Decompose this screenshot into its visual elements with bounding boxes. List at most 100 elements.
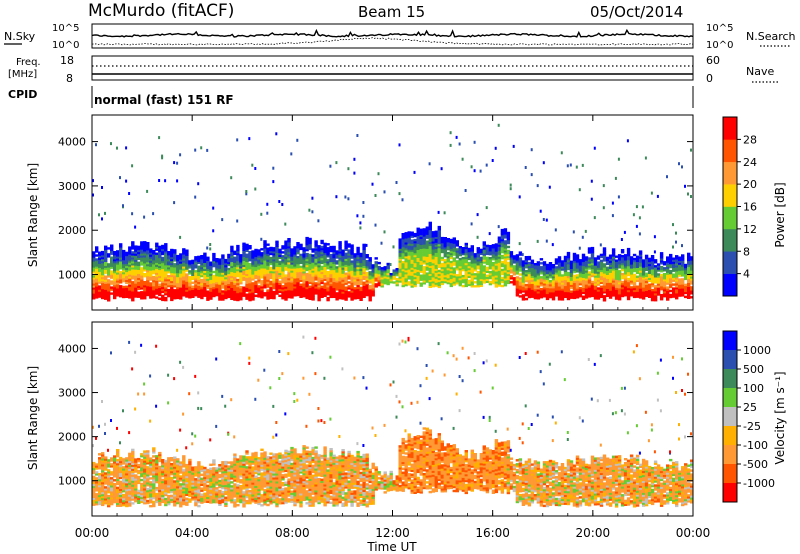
heatmap-cell <box>578 265 583 268</box>
heatmap-cell <box>611 201 614 205</box>
heatmap-cell <box>341 277 345 280</box>
heatmap-cell <box>230 271 234 275</box>
heatmap-cell <box>590 266 595 270</box>
heatmap-cell <box>284 288 288 291</box>
heatmap-cell <box>569 290 574 293</box>
heatmap-cell <box>431 281 435 284</box>
heatmap-cell <box>584 280 589 283</box>
heatmap-cell <box>419 282 423 285</box>
heatmap-cell <box>95 274 99 277</box>
heatmap-cell <box>254 266 258 270</box>
heatmap-cell <box>251 282 255 285</box>
heatmap-cell <box>119 490 123 493</box>
heatmap-cell <box>128 248 132 251</box>
heatmap-cell <box>584 296 589 299</box>
heatmap-cell <box>92 487 96 490</box>
heatmap-cell <box>476 213 479 217</box>
heatmap-cell <box>140 261 144 264</box>
heatmap-cell <box>344 252 348 255</box>
heatmap-cell <box>485 276 490 279</box>
heatmap-cell <box>398 256 402 259</box>
heatmap-cell <box>545 281 550 285</box>
heatmap-cell <box>236 288 240 292</box>
heatmap-cell <box>488 247 493 250</box>
heatmap-cell <box>329 295 333 299</box>
heatmap-cell <box>305 258 309 262</box>
heatmap-cell <box>350 298 354 301</box>
heatmap-cell <box>185 283 189 286</box>
heatmap-cell <box>194 270 198 273</box>
heatmap-cell <box>392 275 396 278</box>
heatmap-cell <box>455 254 459 257</box>
heatmap-cell <box>311 260 315 263</box>
heatmap-cell <box>293 260 297 263</box>
heatmap-cell <box>212 286 216 290</box>
heatmap-cell <box>122 501 126 505</box>
heatmap-cell <box>92 475 96 479</box>
heatmap-cell <box>104 478 108 481</box>
heatmap-cell <box>539 276 544 279</box>
heatmap-cell <box>203 264 207 267</box>
heatmap-cell <box>182 278 186 281</box>
heatmap-cell <box>653 279 658 282</box>
heatmap-cell <box>374 265 378 268</box>
heatmap-cell <box>161 298 165 302</box>
heatmap-cell <box>690 258 694 261</box>
heatmap-cell <box>557 266 562 269</box>
heatmap-cell <box>503 260 508 263</box>
heatmap-cell <box>275 132 278 136</box>
heatmap-cell <box>113 266 117 270</box>
heatmap-cell <box>509 187 512 191</box>
heatmap-cell <box>608 270 613 273</box>
heatmap-cell <box>314 240 318 243</box>
heatmap-cell <box>557 278 562 281</box>
heatmap-cell <box>248 253 252 256</box>
heatmap-cell <box>416 239 420 242</box>
heatmap-cell <box>437 261 441 265</box>
heatmap-cell <box>224 284 228 288</box>
heatmap-cell <box>347 259 351 262</box>
heatmap-cell <box>368 273 372 276</box>
heatmap-cell <box>467 249 471 253</box>
heatmap-cell <box>248 257 252 260</box>
heatmap-cell <box>596 263 601 266</box>
heatmap-cell <box>290 272 294 275</box>
heatmap-cell <box>672 283 676 286</box>
heatmap-cell <box>125 251 129 255</box>
heatmap-cell <box>653 265 658 268</box>
heatmap-cell <box>365 285 369 289</box>
heatmap-cell <box>239 286 243 289</box>
heatmap-cell <box>575 296 580 299</box>
heatmap-cell <box>137 497 141 500</box>
heatmap-cell <box>158 265 162 269</box>
heatmap-cell <box>254 286 258 290</box>
heatmap-cell <box>494 281 499 284</box>
heatmap-cell <box>155 288 159 291</box>
heatmap-cell <box>326 277 330 280</box>
heatmap-cell <box>401 272 405 276</box>
heatmap-cell <box>227 293 231 297</box>
heatmap-cell <box>560 276 565 279</box>
heatmap-cell <box>269 268 273 272</box>
heatmap-cell <box>644 260 649 264</box>
heatmap-cell <box>422 240 426 243</box>
heatmap-cell <box>251 272 255 275</box>
heatmap-cell <box>335 288 339 291</box>
heatmap-cell <box>107 496 111 500</box>
heatmap-cell <box>137 273 141 276</box>
heatmap-cell <box>107 285 111 288</box>
heatmap-cell <box>98 259 102 262</box>
heatmap-cell <box>314 264 318 267</box>
heatmap-cell <box>260 258 264 261</box>
heatmap-cell <box>437 255 441 259</box>
heatmap-cell <box>569 266 574 269</box>
heatmap-cell <box>404 272 408 275</box>
heatmap-cell <box>602 279 607 282</box>
heatmap-cell <box>149 276 153 279</box>
heatmap-cell <box>449 143 452 147</box>
heatmap-cell <box>101 474 105 477</box>
heatmap-cell <box>302 291 306 294</box>
heatmap-cell <box>530 275 535 278</box>
heatmap-cell <box>479 260 483 264</box>
heatmap-cell <box>617 262 622 265</box>
